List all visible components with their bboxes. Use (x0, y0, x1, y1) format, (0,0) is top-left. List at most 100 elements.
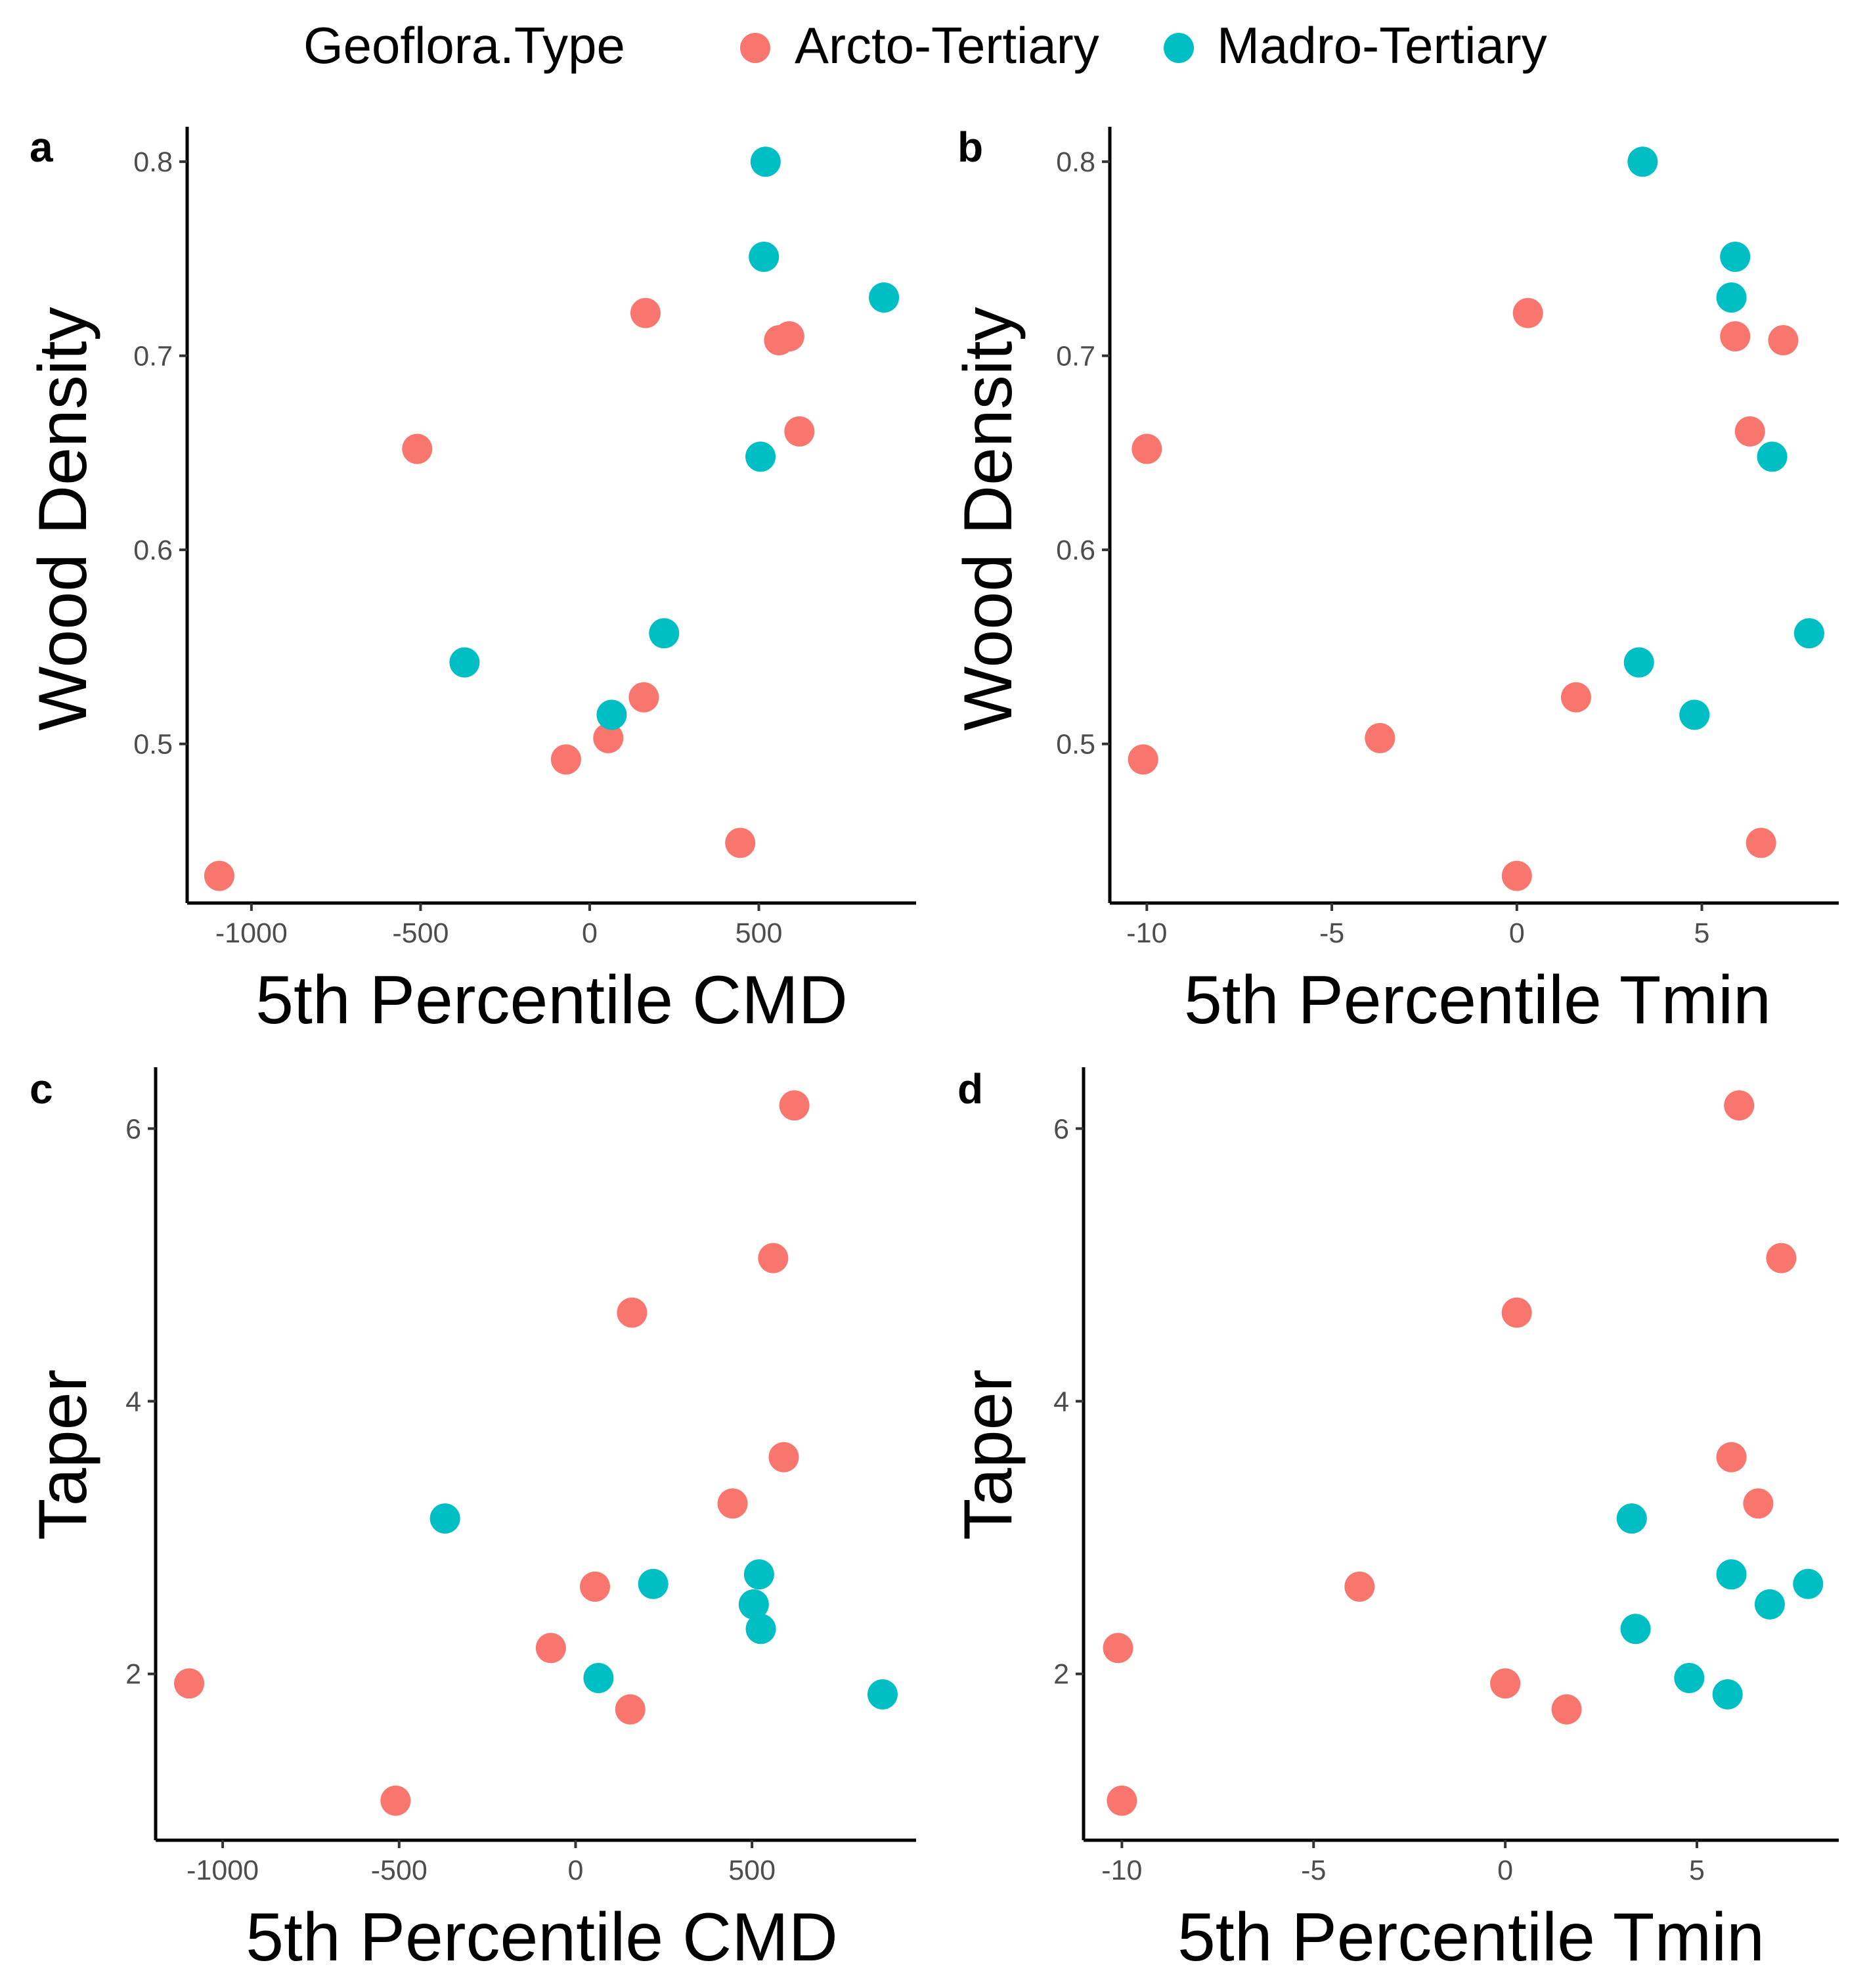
x-tick-label: 0 (1497, 1855, 1513, 1886)
point-madro-tertiary (1616, 1503, 1647, 1534)
point-madro-tertiary (869, 282, 900, 313)
panel-a-x-axis-title: 5th Percentile CMD (255, 962, 848, 1038)
point-madro-tertiary (1679, 699, 1710, 730)
point-arcto-tertiary (1501, 1297, 1532, 1328)
point-arcto-tertiary (1490, 1668, 1521, 1699)
point-arcto-tertiary (1365, 722, 1395, 753)
point-arcto-tertiary (1716, 1442, 1747, 1472)
point-arcto-tertiary (1103, 1633, 1133, 1664)
point-madro-tertiary (867, 1679, 898, 1710)
panel-b-wood-density-vs-tmin: b Wood Density 5th Percentile Tmin 0.50.… (950, 123, 1839, 1038)
panel-tag-a: a (30, 123, 53, 171)
legend-title: Geoflora.Type (303, 16, 625, 74)
point-arcto-tertiary (204, 860, 234, 891)
point-madro-tertiary (429, 1503, 460, 1534)
y-tick-label: 4 (125, 1386, 141, 1418)
legend-label-arcto-tertiary: Arcto-Tertiary (795, 16, 1099, 74)
point-madro-tertiary (449, 647, 480, 678)
panel-tag-c: c (30, 1065, 53, 1113)
panel-d-y-axis-title: Taper (950, 1369, 1026, 1540)
point-arcto-tertiary (1344, 1571, 1375, 1602)
x-tick-label: 0 (582, 917, 598, 949)
panel-tag-d: d (957, 1065, 983, 1113)
y-tick-label: 0.8 (1056, 146, 1095, 178)
point-arcto-tertiary (768, 1442, 799, 1472)
point-arcto-tertiary (380, 1785, 411, 1816)
panel-d-x-axis-title: 5th Percentile Tmin (1177, 1899, 1765, 1976)
panel-c-taper-vs-cmd: c Taper 5th Percentile CMD 2 4 6 -1000 -500 0… (25, 1065, 916, 1976)
y-tick-label: 0.5 (1056, 729, 1095, 761)
point-arcto-tertiary (1131, 433, 1162, 464)
panel-tag-b: b (957, 123, 983, 171)
point-arcto-tertiary (1768, 325, 1799, 356)
legend-key-arcto-tertiary (740, 33, 770, 63)
point-arcto-tertiary (1128, 744, 1158, 775)
point-madro-tertiary (745, 1614, 776, 1645)
point-arcto-tertiary (535, 1633, 566, 1664)
point-madro-tertiary (649, 618, 680, 649)
point-madro-tertiary (1623, 647, 1654, 678)
y-tick-label: 2 (1053, 1659, 1069, 1690)
point-arcto-tertiary (717, 1488, 748, 1519)
point-arcto-tertiary (402, 433, 433, 464)
point-madro-tertiary (1712, 1679, 1743, 1710)
point-madro-tertiary (743, 1559, 774, 1590)
x-tick-label: -5 (1301, 1855, 1326, 1886)
point-arcto-tertiary (630, 298, 661, 328)
point-madro-tertiary (745, 441, 776, 472)
point-arcto-tertiary (784, 416, 815, 447)
x-tick-label: 500 (736, 917, 783, 949)
y-tick-label: 4 (1053, 1386, 1069, 1418)
point-madro-tertiary (1674, 1662, 1705, 1693)
panel-c-y-axis-title: Taper (25, 1369, 101, 1540)
panel-d-plot-area: 2 4 6 -10 -5 0 5 (1053, 1067, 1839, 1886)
point-madro-tertiary (1720, 241, 1751, 272)
point-arcto-tertiary (1107, 1785, 1137, 1816)
y-tick-label: 0.8 (133, 146, 173, 178)
point-arcto-tertiary (1560, 682, 1591, 713)
x-tick-label: -1000 (187, 1855, 259, 1886)
point-arcto-tertiary (774, 321, 804, 352)
panel-c-plot-area: 2 4 6 -1000 -500 0 500 (125, 1067, 916, 1886)
point-arcto-tertiary (758, 1243, 789, 1273)
point-arcto-tertiary (174, 1668, 205, 1699)
x-tick-label: 5 (1689, 1855, 1705, 1886)
x-tick-label: 0 (567, 1855, 583, 1886)
x-tick-label: 0 (1509, 917, 1525, 949)
y-tick-label: 0.6 (1056, 535, 1095, 566)
point-arcto-tertiary (1746, 828, 1776, 858)
y-tick-label: 6 (1053, 1113, 1069, 1145)
legend-label-madro-tertiary: Madro-Tertiary (1217, 16, 1547, 74)
y-tick-label: 2 (125, 1659, 141, 1690)
x-tick-label: 5 (1694, 917, 1710, 949)
point-arcto-tertiary (1766, 1243, 1797, 1273)
y-tick-label: 0.5 (133, 729, 173, 761)
point-arcto-tertiary (580, 1571, 611, 1602)
point-madro-tertiary (1793, 1568, 1824, 1599)
panel-a-y-axis-title: Wood Density (25, 307, 101, 730)
y-tick-label: 0.6 (133, 535, 173, 566)
panel-d-taper-vs-tmin: d Taper 5th Percentile Tmin 2 4 6 -10 -5 0 5 (950, 1065, 1839, 1976)
point-arcto-tertiary (725, 828, 756, 858)
x-tick-label: -500 (371, 1855, 428, 1886)
point-madro-tertiary (638, 1568, 669, 1599)
panel-b-plot-area: 0.5 0.6 0.7 0.8 -10 -5 0 5 (1056, 127, 1839, 949)
point-arcto-tertiary (1512, 298, 1543, 328)
point-arcto-tertiary (628, 682, 659, 713)
y-tick-label: 0.7 (133, 341, 173, 372)
point-madro-tertiary (583, 1662, 614, 1693)
point-madro-tertiary (1793, 618, 1824, 649)
x-tick-label: 500 (728, 1855, 776, 1886)
point-arcto-tertiary (1743, 1488, 1774, 1519)
point-madro-tertiary (1716, 1559, 1747, 1590)
x-tick-label: -10 (1101, 1855, 1142, 1886)
x-tick-label: -500 (392, 917, 449, 949)
x-tick-label: -1000 (215, 917, 288, 949)
point-arcto-tertiary (615, 1694, 646, 1725)
point-arcto-tertiary (1720, 321, 1751, 352)
point-madro-tertiary (749, 241, 780, 272)
point-madro-tertiary (750, 146, 781, 177)
point-madro-tertiary (1757, 441, 1788, 472)
point-madro-tertiary (596, 699, 627, 730)
point-madro-tertiary (1716, 282, 1747, 313)
